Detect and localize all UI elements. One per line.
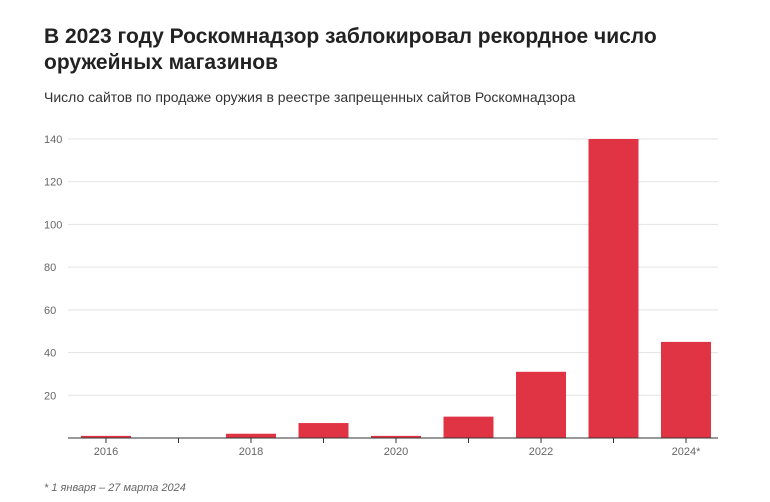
- bar-2024: [661, 341, 711, 438]
- y-axis-ticks: 20 40 60 80 100 120 140: [44, 134, 62, 402]
- bar-2016: [81, 435, 131, 438]
- bar-2019: [298, 423, 349, 438]
- x-tick-label: 2024*: [672, 446, 701, 458]
- bar-chart: 20 40 60 80 100 120 140 2016 2018 2020 2022 2024*: [44, 134, 718, 458]
- footnote: * 1 января – 27 марта 2024: [44, 482, 186, 494]
- bar-2021: [443, 416, 494, 438]
- y-tick-label: 40: [44, 348, 56, 360]
- chart-subtitle: Число сайтов по продаже оружия в реестре…: [44, 89, 576, 105]
- bar-2018: [226, 433, 276, 438]
- y-tick-label: 120: [44, 177, 62, 189]
- y-tick-label: 140: [44, 134, 62, 146]
- y-tick-label: 80: [44, 262, 56, 274]
- x-axis-ticks: 2016 2018 2020 2022 2024*: [94, 438, 701, 458]
- x-tick-label: 2022: [529, 446, 553, 458]
- x-tick-label: 2016: [94, 446, 118, 458]
- bar-2020: [371, 435, 421, 438]
- y-tick-label: 60: [44, 305, 56, 317]
- y-tick-label: 100: [44, 219, 62, 231]
- bar-2023: [588, 139, 639, 438]
- bar-2022: [516, 371, 566, 438]
- y-tick-label: 20: [44, 390, 56, 402]
- x-tick-label: 2018: [239, 446, 263, 458]
- x-tick-label: 2020: [384, 446, 408, 458]
- bars: [81, 139, 711, 438]
- chart-title: В 2023 году Роскомнадзор заблокировал ре…: [44, 25, 657, 74]
